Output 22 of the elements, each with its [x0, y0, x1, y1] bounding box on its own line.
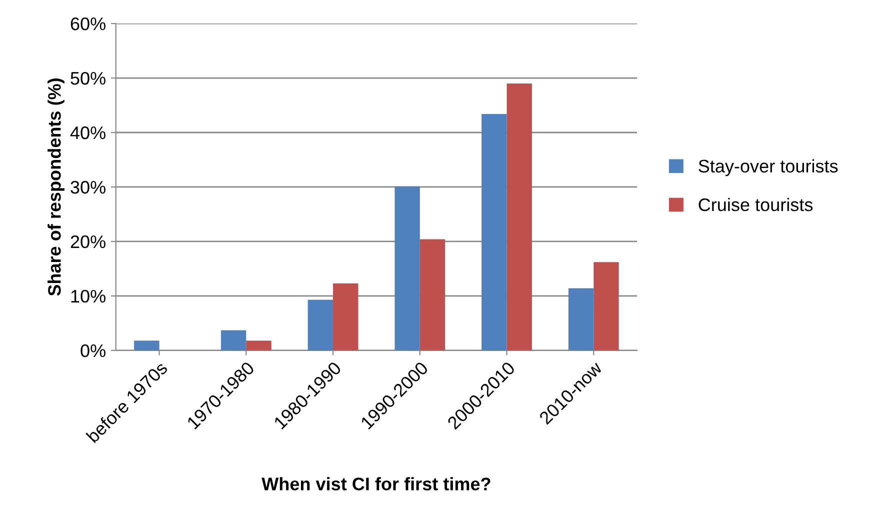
y-tick-label: 30%: [70, 180, 106, 194]
y-tick-label: 0%: [80, 344, 106, 358]
bar: [333, 283, 358, 350]
bar: [594, 262, 619, 350]
bar: [482, 114, 507, 350]
bar: [420, 239, 446, 350]
bar: [394, 186, 420, 350]
bar: [246, 340, 272, 350]
y-tick-label: 40%: [70, 126, 106, 140]
bar: [568, 288, 594, 350]
bar: [308, 300, 334, 350]
legend-label: Cruise tourists: [698, 198, 813, 212]
legend-label: Stay-over tourists: [698, 159, 838, 176]
y-axis-title: Share of respondents (%): [48, 78, 64, 296]
x-axis-title: When vist CI for first time?: [262, 477, 490, 490]
bar: [220, 330, 246, 350]
y-tick-label: 10%: [71, 290, 106, 303]
bar: [134, 340, 160, 350]
bar: [506, 83, 532, 350]
y-tick-label: 20%: [70, 235, 106, 248]
y-tick-label: 50%: [70, 72, 106, 85]
y-tick-label: 60%: [70, 17, 106, 30]
